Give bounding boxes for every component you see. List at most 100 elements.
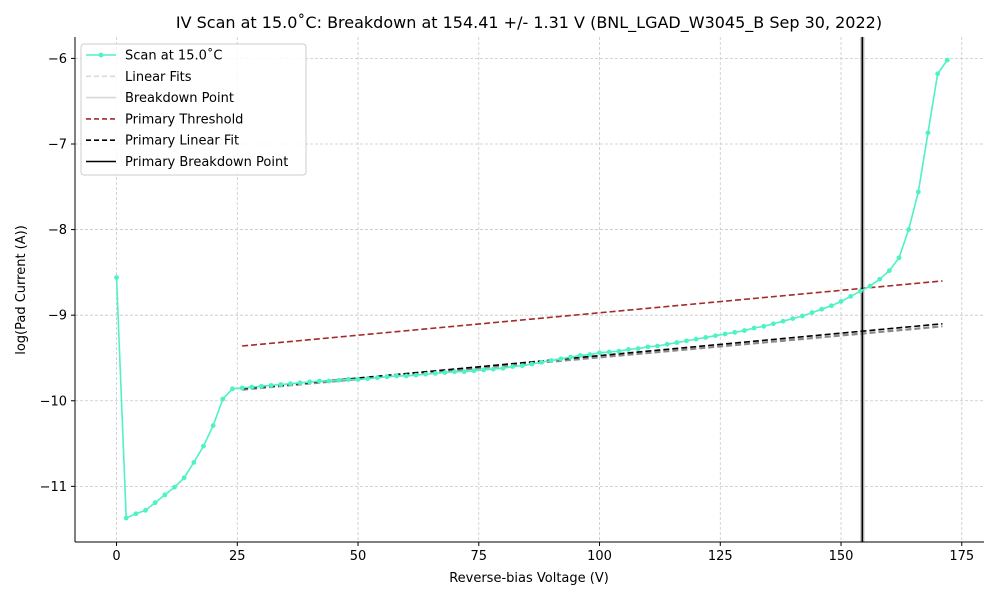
scan-point — [384, 374, 390, 380]
scan-point — [288, 381, 293, 387]
scan-point — [413, 372, 419, 378]
scan-point — [886, 268, 892, 274]
scan-point — [819, 306, 825, 312]
scan-point — [809, 310, 815, 316]
scan-point — [597, 350, 602, 356]
scan-point — [742, 328, 747, 333]
scan-point — [529, 361, 535, 367]
scan-point — [471, 368, 477, 374]
x-axis-label: Reverse-bias Voltage (V) — [449, 571, 609, 586]
legend-box — [80, 43, 307, 176]
x-tick-label: 125 — [708, 549, 733, 564]
scan-point — [162, 492, 168, 498]
scan-point — [172, 484, 177, 490]
scan-point — [326, 378, 332, 384]
scan-point — [452, 369, 458, 375]
scan-point — [606, 349, 612, 355]
scan-point — [355, 376, 361, 382]
scan-point — [143, 507, 148, 513]
scan-point — [848, 293, 854, 299]
scan-point — [722, 331, 728, 337]
scan-point — [230, 386, 235, 392]
x-tick-label: 100 — [587, 549, 612, 564]
scan-point — [114, 275, 119, 280]
scan-point — [152, 500, 158, 506]
scan-point — [374, 375, 380, 381]
scan-point — [558, 356, 564, 362]
scan-point — [587, 352, 593, 357]
scan-point — [626, 347, 631, 352]
scan-point — [635, 346, 641, 351]
scan-point — [877, 276, 883, 282]
scan-point — [133, 511, 139, 517]
scan-point — [577, 353, 583, 358]
scan-point — [403, 373, 409, 379]
scan-point — [259, 383, 264, 389]
scan-point — [210, 423, 216, 428]
scan-point — [828, 303, 834, 309]
scan-point — [645, 344, 651, 350]
scan-point — [539, 359, 544, 365]
scan-point — [925, 130, 931, 136]
scan-point — [345, 376, 351, 382]
scan-point — [191, 459, 197, 465]
scan-point — [674, 340, 680, 345]
legend: Scan at 15.0˚C Linear Fits Breakdown Point… — [80, 43, 307, 176]
legend-label: Scan at 15.0˚C — [125, 48, 222, 64]
scan-point — [365, 376, 371, 381]
chart-title: IV Scan at 15.0˚C: Breakdown at 154.41 +… — [176, 13, 882, 33]
scan-point — [867, 283, 873, 289]
x-tick-label: 25 — [229, 549, 246, 564]
y-tick-label: −8 — [48, 223, 67, 238]
scan-point — [239, 385, 245, 391]
scan-point — [780, 318, 786, 324]
legend-label: Primary Threshold — [125, 112, 243, 127]
y-tick-label: −11 — [40, 480, 67, 495]
scan-point — [684, 338, 689, 344]
scan-point — [519, 363, 525, 369]
scan-point — [307, 379, 313, 385]
scan-point — [181, 475, 187, 481]
y-tick-label: −9 — [48, 309, 67, 324]
scan-point — [510, 364, 515, 369]
scan-point — [568, 354, 573, 360]
primary-threshold-line — [242, 280, 943, 347]
y-tick-label: −6 — [48, 52, 67, 67]
scan-point — [249, 384, 255, 390]
scan-point — [838, 299, 844, 304]
scan-point — [442, 370, 448, 375]
x-tick-label: 75 — [471, 549, 488, 564]
legend-marker — [98, 52, 104, 58]
axes: 0 25 50 75 100 125 150 175 −11 −10 −9 −8 −7 −6 — [40, 37, 984, 564]
scan-point — [771, 321, 776, 327]
y-tick-label: −7 — [48, 137, 67, 152]
x-tick-label: 175 — [949, 549, 974, 564]
scan-point — [481, 367, 487, 373]
y-tick-label: −10 — [40, 394, 67, 409]
scan-point — [123, 515, 129, 521]
scan-point — [548, 358, 554, 363]
scan-point — [268, 382, 274, 388]
scan-point — [713, 333, 718, 339]
legend-label: Primary Linear Fit — [125, 134, 239, 149]
scan-point — [732, 329, 738, 335]
scan-point — [490, 366, 496, 372]
scan-point — [751, 325, 757, 331]
scan-point — [432, 370, 438, 376]
scan-point — [915, 189, 921, 195]
scan-point — [896, 255, 902, 261]
scan-point — [761, 323, 767, 329]
scan-point — [220, 396, 226, 402]
scan-point — [655, 343, 660, 349]
scan-point — [935, 71, 941, 77]
scan-point — [906, 227, 912, 232]
scan-point — [944, 57, 950, 63]
scan-point — [423, 371, 429, 377]
scan-point — [790, 316, 796, 322]
scan-point — [316, 378, 322, 384]
y-axis-label: log(Pad Current (A)) — [14, 225, 29, 355]
scan-point — [693, 336, 699, 342]
scan-point — [664, 341, 670, 347]
scan-point — [394, 373, 400, 379]
